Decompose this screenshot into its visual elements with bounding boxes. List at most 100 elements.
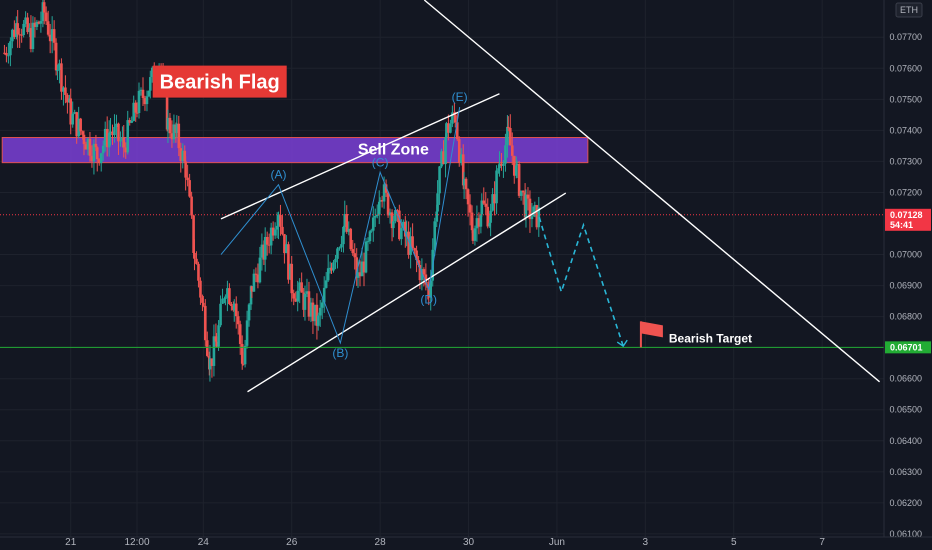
candle-body [415,250,418,261]
candle-body [172,124,176,140]
candle-body [126,120,130,153]
candle-body [121,137,124,141]
candle-body [318,307,322,316]
candle-body [166,117,170,130]
candle-body [224,297,227,299]
candle-body [309,302,313,317]
candle-body [517,163,521,196]
y-tick-label: 0.07500 [889,94,922,104]
candle-body [279,215,282,227]
candle-body [236,316,240,325]
candle-body [258,257,262,283]
candle-body [402,221,405,229]
candle-body [411,236,414,249]
y-tick-label: 0.06800 [889,312,922,322]
projection-path[interactable] [538,217,624,347]
candle-body [208,358,212,370]
candle-body [497,168,500,171]
candle-body [201,297,204,303]
candle-body [181,150,185,162]
y-tick-label: 0.06100 [889,529,922,539]
candle-body [197,263,200,281]
drawing-overlays[interactable] [0,0,884,393]
candle-body [273,229,277,236]
current-price-tag [885,208,931,231]
candle-body [445,123,448,138]
candle-body [115,123,118,127]
candle-body [429,280,433,298]
price-axis-bg [884,0,932,550]
x-tick-label: 26 [286,537,298,548]
candle-body [303,293,307,310]
elliott-wave-line[interactable] [220,107,461,345]
y-tick-label: 0.06600 [889,374,922,384]
candle-body [60,63,63,92]
candle-body [340,244,343,248]
candle-body [5,53,8,56]
candle-body [388,212,392,216]
candle-body [42,2,46,13]
candle-body [228,288,231,305]
candle-body [302,292,305,310]
candle-body [113,126,116,136]
resistance-trendline[interactable] [423,0,881,383]
candle-body [28,28,31,33]
candle-body [334,258,337,263]
candle-body [382,184,386,202]
candle-body [148,77,152,91]
candle-body [275,225,279,230]
x-tick-label: 5 [731,537,737,548]
wave-label: (B) [332,346,348,360]
candle-body [13,29,16,37]
candle-body [320,302,324,308]
candle-body [271,227,275,236]
candle-body [247,304,251,321]
candle-body [535,205,539,228]
candle-body [491,194,494,211]
candle-body [360,261,364,277]
candle-body [88,138,92,156]
candle-body [103,128,107,146]
candle-body [71,113,75,125]
candle-body [507,126,510,129]
candle-body [347,228,351,232]
candle-body [477,218,481,227]
x-tick-label: 21 [65,537,77,548]
candle-body [530,216,534,220]
candle-body [364,241,368,273]
candle-body [147,90,151,97]
candle-body [37,21,41,24]
candle-body [33,22,37,27]
x-tick-label: 7 [819,537,825,548]
candle-body [386,192,390,216]
candle-body [500,163,503,166]
candle-body [322,287,326,303]
candle-body [188,180,191,197]
candle-body [107,132,111,148]
target-price-label: 0.06701 [890,342,923,352]
y-tick-label: 0.06400 [889,436,922,446]
candle-body [380,200,384,202]
sell-zone-label: Sell Zone [358,142,429,159]
candle-body [510,145,514,156]
candle-body [287,244,290,280]
sell-zone[interactable] [1,137,589,164]
sell-zone-box[interactable] [1,137,589,164]
y-tick-label: 0.07000 [889,250,922,260]
candle-body [204,305,207,341]
candle-body [384,184,388,193]
candle-body [342,226,345,245]
candle-body [84,144,88,150]
candle-body [533,205,537,207]
candle-body [371,217,375,231]
candle-body [292,293,296,299]
candle-body [7,55,10,57]
candle-body [532,206,536,217]
candle-body [390,212,394,229]
candle-body [75,112,78,137]
candle-body [205,340,209,356]
candle-body [449,123,452,133]
candle-body [217,325,220,347]
channel-lower-line[interactable] [247,192,567,393]
